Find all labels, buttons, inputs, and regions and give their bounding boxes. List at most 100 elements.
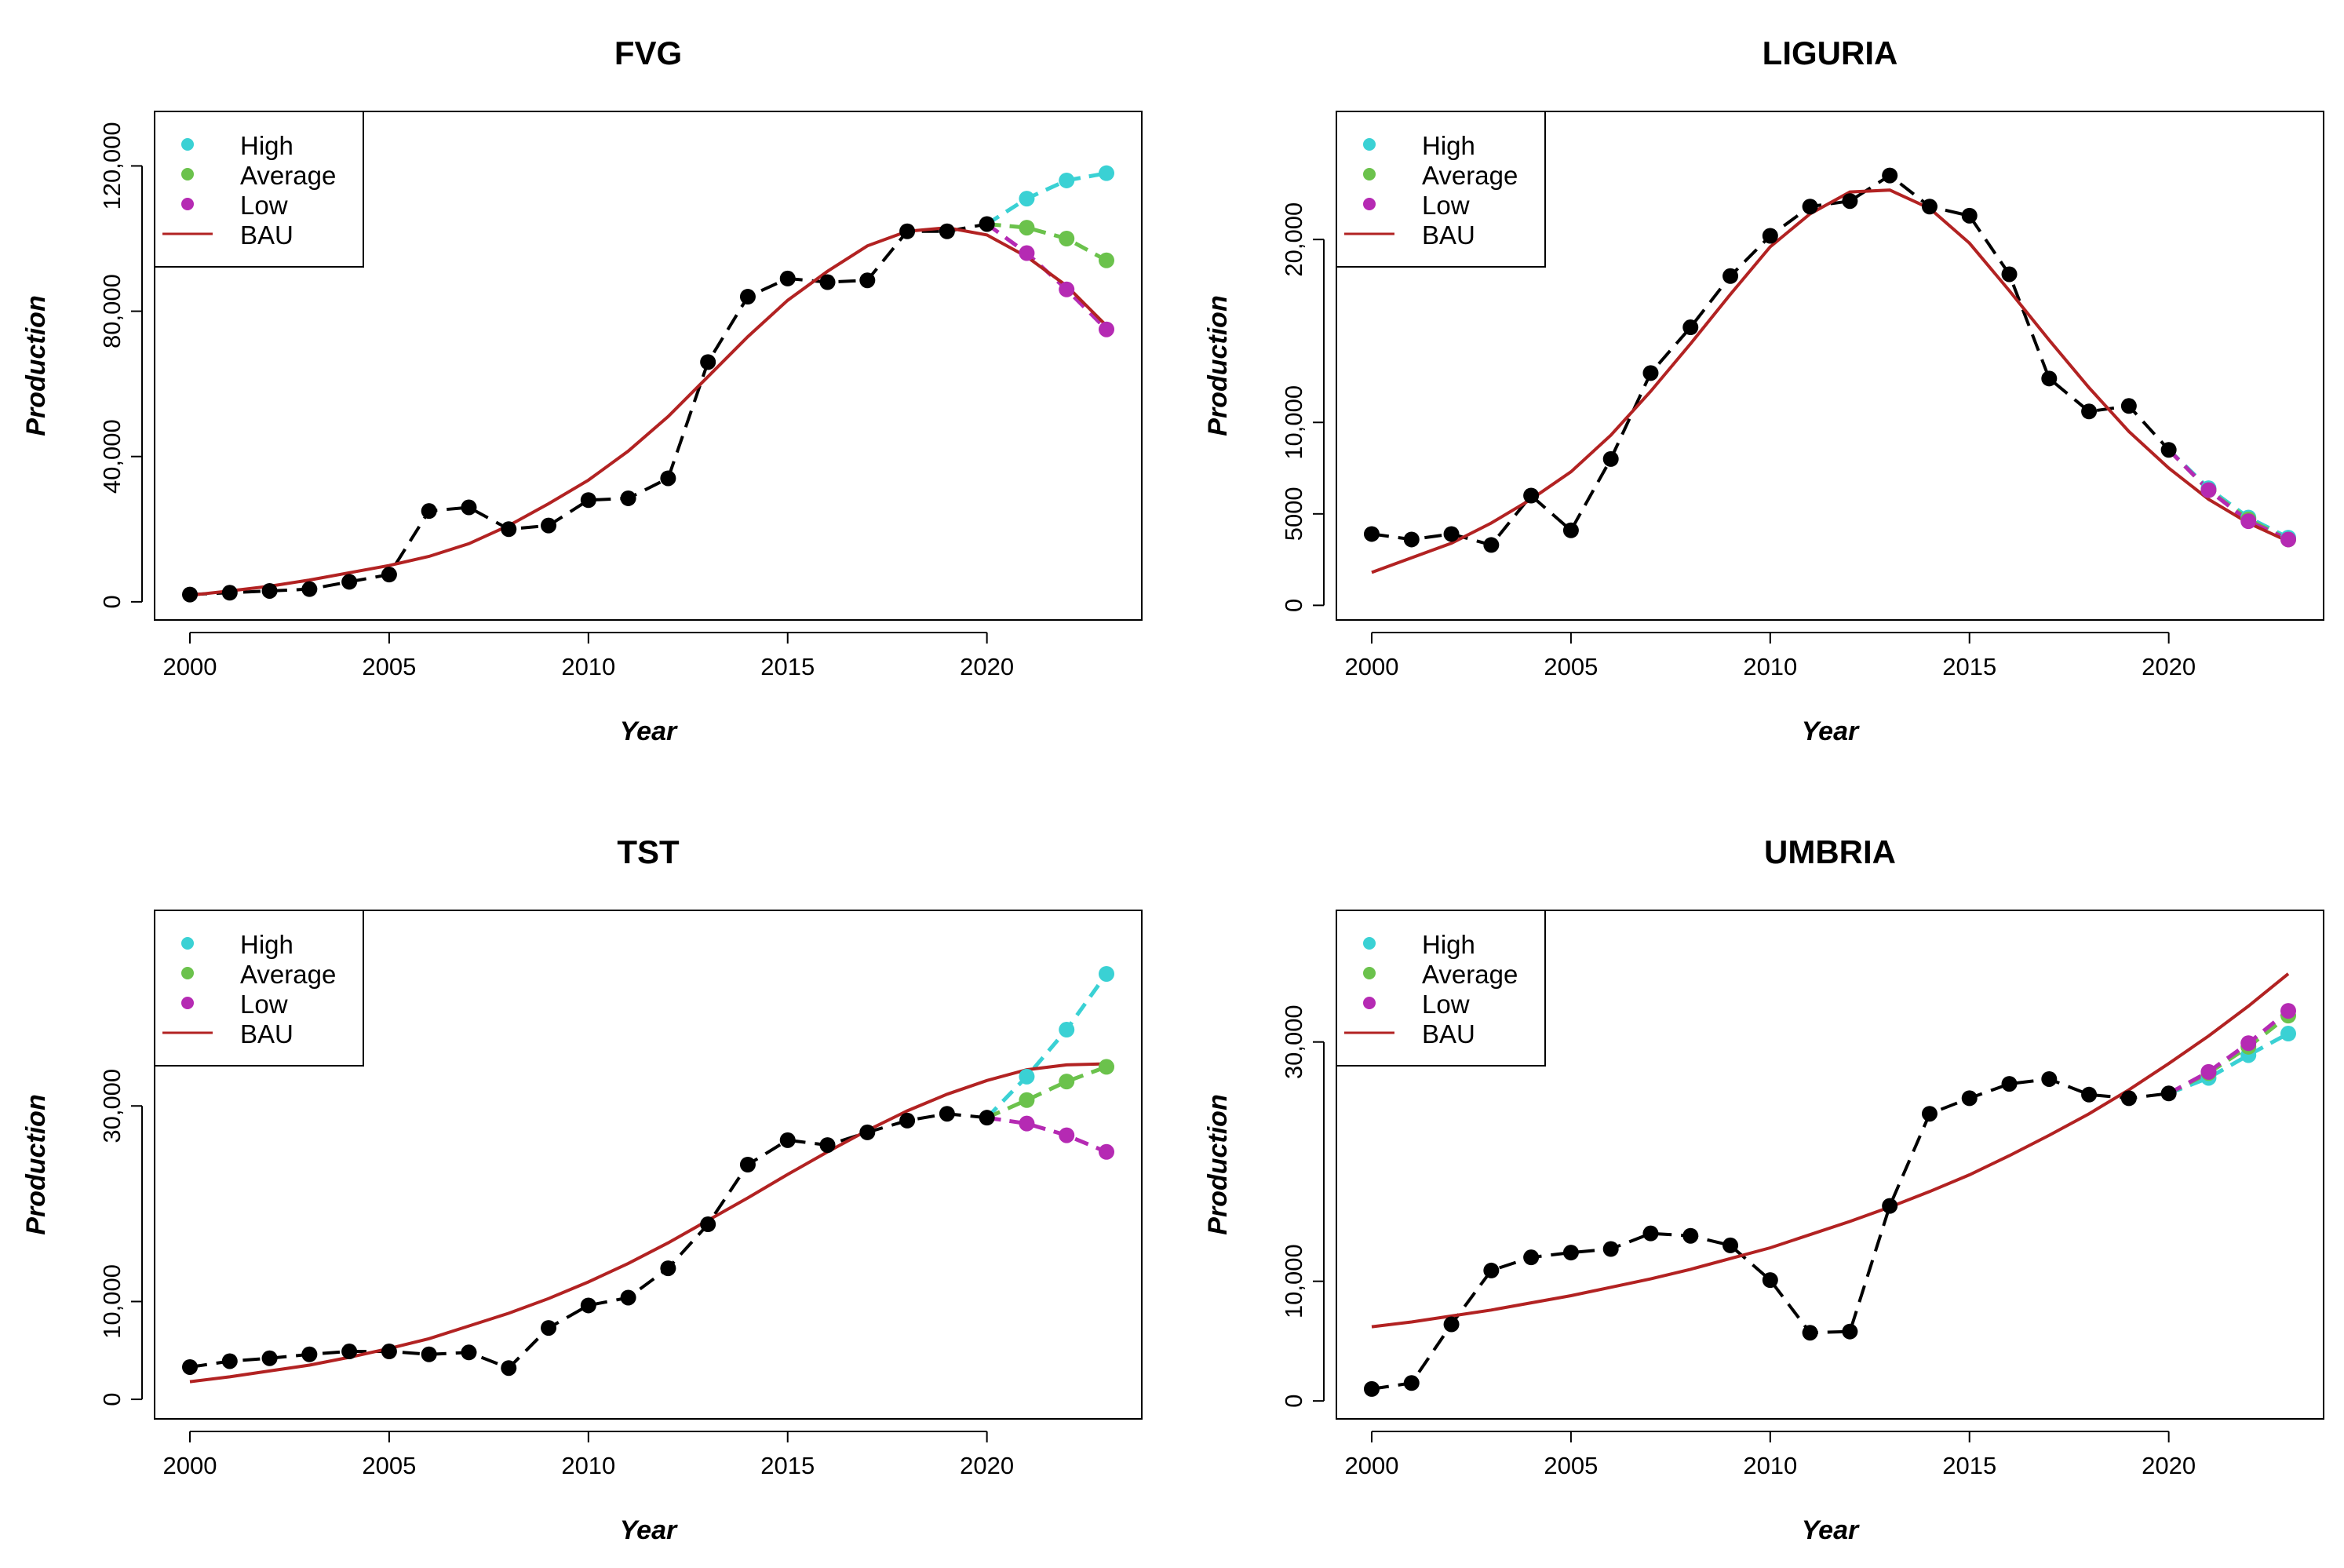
y-tick-label: 30,000	[98, 1069, 126, 1143]
observed-point	[939, 223, 955, 239]
x-axis: 2000 2005 2010 2015 2020	[163, 632, 1014, 680]
observed-point	[1802, 1325, 1818, 1341]
x-axis: 2000 2005 2010 2015 2020	[163, 1431, 1014, 1479]
x-tick-label: 2020	[2142, 1452, 2196, 1479]
observed-point	[2001, 1076, 2018, 1092]
scenario-point-low	[1059, 281, 1075, 297]
legend-label: High	[1422, 131, 1475, 160]
observed-point	[381, 567, 397, 583]
observed-point	[979, 1110, 995, 1126]
x-tick-label: 2000	[163, 653, 217, 680]
panel-title: LIGURIA	[1763, 35, 1898, 71]
observed-point	[341, 574, 358, 590]
scenario-point-high	[2280, 1026, 2296, 1042]
observed-point	[2120, 398, 2137, 414]
y-tick-label: 0	[98, 595, 126, 608]
observed-point	[739, 1157, 756, 1172]
y-tick-label: 20,000	[1280, 202, 1307, 277]
plot-frame	[154, 910, 1143, 1420]
observed-point	[1523, 1249, 1540, 1266]
y-tick-label: 0	[98, 1392, 126, 1406]
observed-point	[1364, 526, 1380, 542]
plot-frame	[1336, 910, 2324, 1420]
scenario-point-average	[1059, 231, 1075, 246]
legend-box	[1336, 111, 1546, 268]
observed-point	[1562, 1245, 1579, 1261]
observed-point	[1921, 199, 1938, 215]
observed-point	[1722, 268, 1739, 284]
legend-box	[1336, 910, 1546, 1067]
legend-swatch	[181, 138, 194, 151]
scenario-line-high	[986, 171, 1107, 226]
x-tick-label: 2015	[760, 653, 815, 680]
scenario-point-average	[1099, 252, 1114, 268]
observed-point	[1802, 199, 1818, 215]
observed-point	[1642, 1225, 1659, 1242]
legend-box	[154, 111, 364, 268]
scenario-line-high	[985, 972, 1109, 1119]
scenario-line-high	[2167, 448, 2290, 540]
scenario-point-average	[1059, 1074, 1075, 1090]
observed-point	[899, 223, 916, 239]
scenario-line-high	[2167, 1031, 2290, 1096]
observed-point	[2001, 266, 2018, 283]
x-tick-label: 2010	[1743, 653, 1797, 680]
legend-swatch	[181, 937, 194, 950]
observed-point	[1483, 1262, 1500, 1278]
scenario-point-high	[1059, 1022, 1075, 1038]
observed-point	[541, 1320, 557, 1336]
legend-swatch	[1363, 168, 1376, 181]
observed-point	[1602, 1241, 1619, 1257]
y-axis-title: Production	[21, 1094, 51, 1234]
scenario-line-average	[986, 222, 1108, 262]
panel-title: FVG	[614, 35, 682, 71]
scenario-point-high	[1019, 191, 1035, 207]
y-tick-label: 120,000	[98, 122, 126, 210]
y-axis-title: Production	[21, 295, 51, 436]
scenario-point-average	[1019, 220, 1035, 236]
observed-point	[2081, 1086, 2098, 1103]
observed-line	[1371, 1077, 2169, 1391]
y-tick-label: 30,000	[1280, 1005, 1307, 1079]
panel-umbria: UMBRIA 2000 2005 2010 2015 2020 Year 0 10,000 30,…	[1203, 833, 2324, 1545]
observed-point	[1483, 537, 1500, 553]
observed-point	[899, 1112, 916, 1129]
scenario-point-low	[1059, 1127, 1075, 1143]
scenario-point-high	[1099, 966, 1114, 982]
observed-point	[859, 1124, 876, 1140]
legend-box	[154, 910, 364, 1067]
observed-point	[1523, 487, 1540, 504]
y-axis: 0 5000 10,000 20,000	[1280, 202, 1325, 612]
scenario-point-low	[2200, 1063, 2217, 1080]
y-tick-label: 40,000	[98, 419, 126, 494]
x-axis-title: Year	[1802, 717, 1860, 746]
x-tick-label: 2010	[1743, 1452, 1797, 1479]
x-tick-label: 2015	[1942, 1452, 1996, 1479]
observed-point	[1364, 1380, 1380, 1397]
legend-label: BAU	[1422, 1019, 1475, 1048]
panel-title: TST	[617, 833, 680, 870]
bau-line	[189, 1062, 1107, 1384]
legend-label: Average	[240, 161, 336, 190]
x-tick-label: 2005	[362, 1452, 416, 1479]
legend-label: BAU	[240, 1019, 293, 1048]
observed-point	[1842, 193, 1858, 210]
observed-point	[261, 1350, 278, 1366]
observed-point	[301, 1346, 318, 1362]
bau-line	[1371, 972, 2290, 1329]
x-tick-label: 2000	[1345, 1452, 1399, 1479]
observed-point	[1961, 207, 1978, 224]
scenario-point-low	[2240, 513, 2257, 530]
observed-point	[1443, 1316, 1460, 1333]
legend-swatch	[1363, 967, 1376, 979]
observed-point	[1842, 1323, 1858, 1340]
y-tick-label: 10,000	[98, 1264, 126, 1339]
observed-point	[182, 586, 198, 603]
observed-point	[2041, 370, 2058, 387]
scenario-point-low	[1019, 245, 1035, 261]
y-axis: 0 40,000 80,000 120,000	[98, 122, 143, 608]
observed-point	[1682, 319, 1699, 336]
scenario-point-average	[1099, 1059, 1114, 1075]
